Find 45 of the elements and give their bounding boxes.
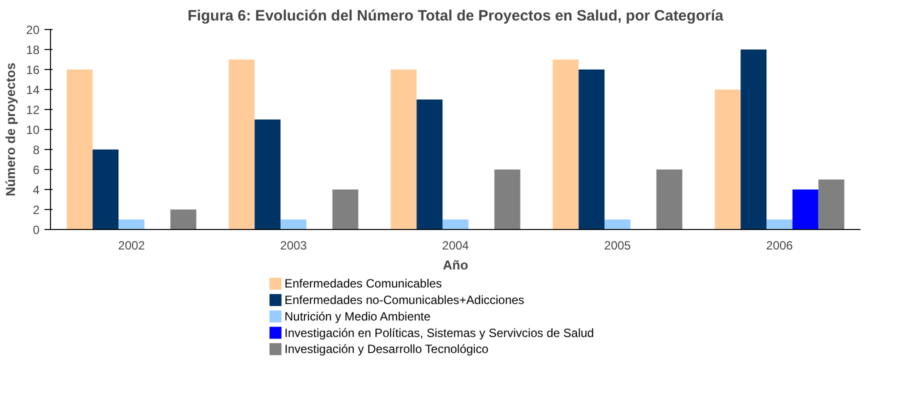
chart-title: Figura 6: Evolución del Número Total de Proyectos en Salud, por Categoría — [188, 8, 724, 24]
bar — [604, 220, 630, 230]
bar — [66, 70, 93, 230]
legend-label: Investigación y Desarrollo Tecnológico — [284, 342, 489, 356]
legend-label: Investigación en Políticas, Sistemas y Servivcios de Salud — [284, 326, 594, 340]
bar — [656, 170, 682, 230]
x-tick-label: 2003 — [280, 238, 308, 252]
bar — [766, 220, 792, 230]
bar — [92, 150, 119, 230]
bar — [740, 50, 767, 230]
y-tick-label: 6 — [32, 163, 40, 177]
x-tick-label: 2005 — [604, 238, 632, 252]
bar — [818, 180, 844, 230]
y-axis-title: Número de proyectos — [3, 62, 18, 196]
bar — [442, 220, 468, 230]
y-tick-label: 10 — [26, 123, 40, 137]
x-tick-label: 2006 — [766, 238, 794, 252]
bar — [118, 220, 144, 230]
y-tick-label: 8 — [32, 143, 40, 157]
y-tick-label: 20 — [26, 23, 40, 37]
bar — [170, 210, 196, 230]
bar — [578, 70, 605, 230]
y-tick-label: 2 — [32, 203, 40, 217]
x-axis-title: Año — [442, 258, 468, 272]
bar — [332, 190, 358, 230]
y-tick-label: 12 — [26, 103, 40, 117]
legend-label: Nutrición y Medio Ambiente — [284, 309, 431, 324]
y-tick-label: 0 — [32, 223, 40, 237]
bar — [552, 60, 579, 230]
y-tick-label: 4 — [32, 183, 40, 197]
bar — [416, 100, 443, 230]
bar — [390, 70, 417, 230]
x-tick-label: 2004 — [442, 238, 470, 252]
y-tick-label: 14 — [26, 83, 40, 97]
bar — [254, 120, 281, 230]
y-tick-label: 18 — [26, 43, 40, 57]
bar — [494, 170, 520, 230]
legend-label: Enfermedades Comunicables — [284, 276, 442, 291]
legend-label: Enfermedades no-Comunicables+Adicciones — [284, 293, 524, 308]
y-tick-label: 16 — [26, 63, 40, 77]
bar — [280, 220, 306, 230]
x-tick-label: 2002 — [118, 238, 146, 252]
bar — [228, 60, 255, 230]
bar — [792, 190, 818, 230]
bar — [714, 90, 741, 230]
